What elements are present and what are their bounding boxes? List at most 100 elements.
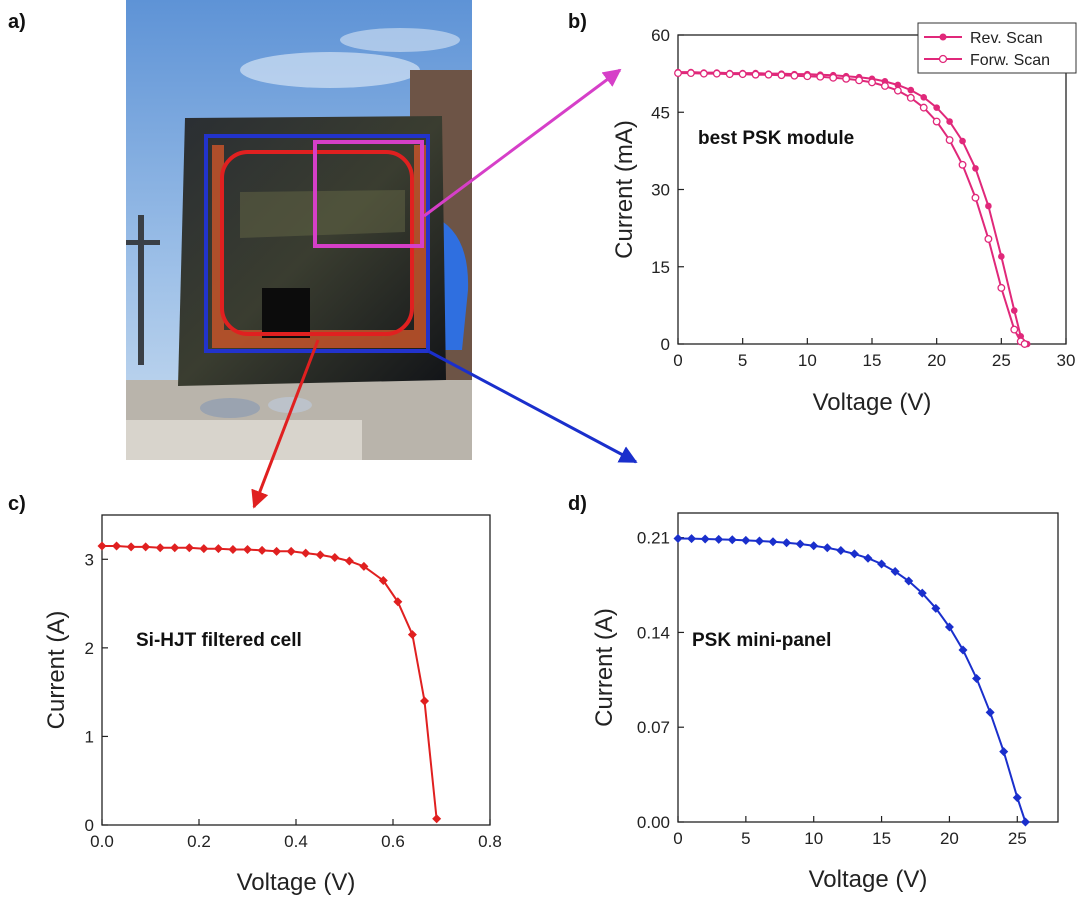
data-point	[836, 546, 846, 556]
data-point	[906, 93, 915, 102]
chart-annotation: Si-HJT filtered cell	[136, 630, 302, 651]
data-point	[1020, 340, 1029, 348]
data-point	[699, 69, 708, 78]
data-point	[931, 603, 941, 613]
x-tick-label: 15	[872, 829, 891, 848]
panel-label-b: b)	[568, 11, 587, 33]
data-point	[257, 545, 267, 555]
photo-car	[200, 398, 260, 418]
x-axis-title: Voltage (V)	[813, 389, 932, 416]
data-point	[359, 561, 369, 571]
data-point	[673, 533, 683, 543]
x-tick-label: 0.8	[478, 832, 502, 851]
data-point	[228, 545, 238, 555]
y-axis-title: Current (A)	[43, 611, 70, 730]
chart-best-psk-module: 0 5 10 15 20 25 30 0 15 30 45 60 Voltage (V) Current …	[611, 22, 1077, 416]
data-point	[985, 202, 992, 210]
mini-panel-outline	[204, 134, 430, 353]
module-dark-patch	[262, 288, 310, 338]
x-tick-label: 5	[738, 351, 747, 370]
chart-annotation: best PSK module	[698, 128, 854, 149]
arrow-to-panel-d	[427, 349, 638, 464]
data-point	[407, 630, 417, 640]
data-point	[795, 539, 805, 549]
y-axis-title: Current (mA)	[611, 120, 638, 259]
y-tick-label: 0.14	[637, 623, 670, 642]
y-tick-label: 60	[651, 26, 670, 45]
data-point	[344, 556, 354, 566]
data-point	[1010, 307, 1018, 314]
legend-swatch-marker	[939, 33, 947, 41]
series-line	[102, 545, 438, 819]
photo-wall	[126, 420, 362, 460]
data-point	[199, 544, 209, 554]
data-point	[751, 70, 760, 79]
data-point	[972, 673, 982, 683]
x-tick-label: 15	[863, 351, 882, 370]
data-point	[790, 71, 799, 80]
data-point	[738, 70, 747, 79]
y-tick-label: 0.21	[637, 529, 670, 548]
panel-label-c: c)	[8, 493, 26, 515]
series-line	[678, 72, 1026, 345]
module-glass	[178, 116, 446, 386]
data-point	[155, 543, 165, 553]
data-point	[997, 283, 1006, 292]
y-tick-label: 15	[651, 258, 670, 277]
data-point	[432, 814, 442, 824]
data-point	[972, 165, 979, 172]
data-point	[243, 545, 252, 555]
chart-annotation: PSK mini-panel	[692, 630, 831, 651]
y-tick-label: 0	[85, 816, 94, 835]
data-point	[890, 566, 900, 576]
data-point	[855, 76, 864, 85]
data-point	[985, 707, 995, 717]
data-point	[782, 538, 792, 548]
data-point	[1012, 793, 1022, 803]
data-point	[727, 535, 737, 545]
photo-panel	[126, 0, 472, 460]
data-point	[686, 69, 695, 78]
x-tick-label: 20	[940, 829, 959, 848]
data-point	[868, 78, 876, 87]
x-tick-label: 0.0	[90, 832, 114, 851]
panel-label-a: a)	[8, 11, 26, 33]
plot-frame	[677, 512, 1059, 823]
data-point	[754, 536, 764, 546]
x-tick-label: 0.6	[381, 832, 405, 851]
data-point	[904, 576, 914, 586]
arrow-to-panel-b	[423, 68, 622, 218]
x-tick-label: 0.2	[187, 832, 211, 851]
data-point	[919, 103, 928, 112]
y-tick-label: 2	[85, 639, 94, 658]
chart-psk-mini-panel: 0 5 10 15 20 25 0.00 0.07 0.14 0.21 Voltage (V) Cur…	[591, 512, 1059, 893]
data-point	[984, 234, 993, 243]
data-point	[946, 118, 953, 125]
chart-si-hjt-filtered-cell: 0.0 0.2 0.4 0.6 0.8 0 1 2 3 Voltage (V) Current (A…	[43, 514, 502, 896]
data-point	[330, 553, 340, 563]
data-point	[393, 597, 403, 607]
data-point	[907, 86, 915, 94]
x-axis-title: Voltage (V)	[237, 869, 356, 896]
data-point	[272, 546, 282, 556]
data-point	[714, 534, 724, 544]
photo-pole-arm	[126, 240, 160, 245]
data-point	[420, 696, 430, 706]
data-point	[958, 645, 968, 655]
legend-label: Forw. Scan	[970, 52, 1050, 69]
data-point	[301, 548, 311, 558]
data-point	[863, 553, 873, 563]
series-line	[677, 537, 1027, 823]
photo-cloud	[340, 28, 460, 52]
data-point	[741, 535, 751, 545]
data-point	[880, 82, 889, 90]
photo-car	[268, 397, 312, 413]
x-tick-label: 5	[741, 829, 750, 848]
data-point	[893, 86, 902, 95]
data-point	[842, 74, 851, 83]
data-point	[315, 550, 325, 560]
y-tick-label: 30	[651, 181, 670, 200]
data-point	[829, 73, 838, 82]
data-point	[700, 534, 710, 544]
data-point	[768, 537, 778, 547]
